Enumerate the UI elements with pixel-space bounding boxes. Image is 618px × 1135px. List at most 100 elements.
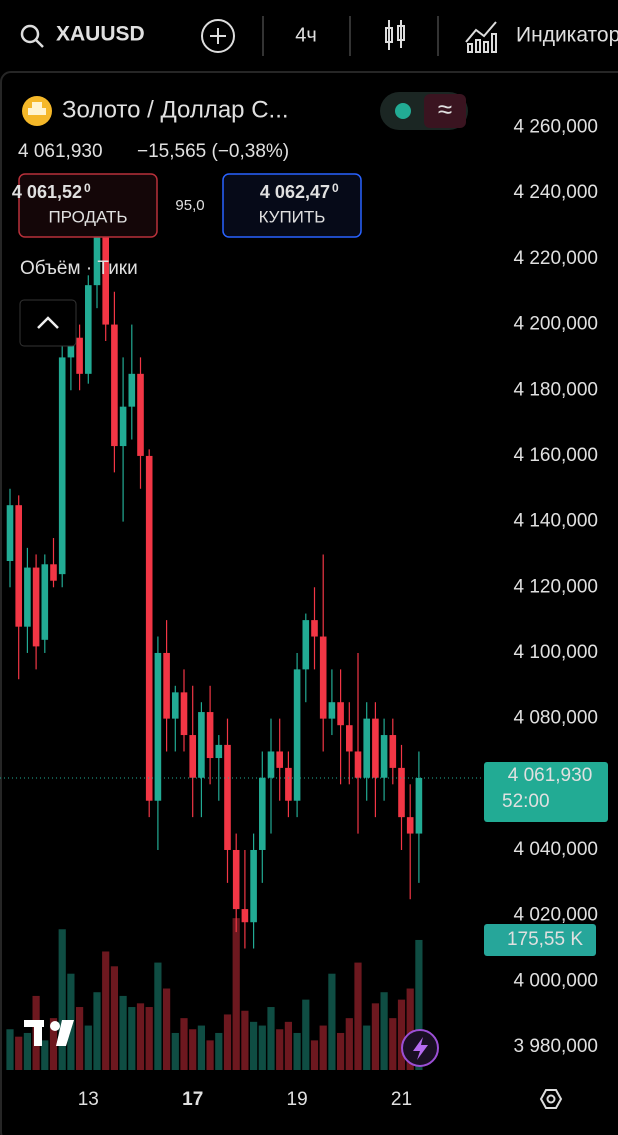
volume-legend: Объём · Тики: [20, 258, 138, 279]
candle-body: [206, 712, 214, 759]
svg-text:≈: ≈: [438, 94, 452, 124]
volume-bar: [189, 1029, 197, 1070]
volume-bar: [284, 1021, 292, 1070]
y-tick-label: 4 260,000: [513, 117, 598, 138]
collapse-button[interactable]: [19, 299, 77, 347]
candle-body: [189, 735, 196, 778]
last-price: 4 061,930: [18, 141, 103, 162]
x-tick-label: 19: [287, 1089, 308, 1110]
volume-bar: [154, 962, 162, 1070]
add-symbol-button[interactable]: [201, 19, 235, 53]
candle-body: [15, 505, 22, 627]
candle-body: [154, 652, 162, 801]
candle-body: [293, 669, 301, 801]
volume-bar: [180, 1018, 188, 1070]
candle-body: [50, 564, 57, 581]
y-tick-label: 4 120,000: [513, 576, 598, 597]
candle-body: [380, 735, 388, 778]
sell-fraction[interactable]: 0: [84, 181, 91, 195]
gold-icon: [22, 96, 52, 126]
volume-bar: [267, 1007, 275, 1070]
candle-body: [267, 751, 275, 778]
volume-bar: [76, 1007, 84, 1070]
candle-body: [302, 620, 310, 670]
volume-bar: [232, 918, 240, 1070]
candle-body: [363, 718, 370, 778]
last-price-box: [484, 761, 608, 822]
sell-box[interactable]: [18, 173, 158, 238]
candle-body: [137, 373, 144, 456]
status-toggle[interactable]: ≈: [380, 92, 468, 130]
volume-bar: [197, 1025, 205, 1070]
candle-body: [6, 505, 14, 562]
volume-bar: [84, 1025, 92, 1070]
volume-bar: [171, 1032, 179, 1070]
candle-body: [250, 849, 257, 923]
candle-body: [180, 692, 188, 736]
candle-body: [111, 324, 118, 447]
sell-price[interactable]: 4 061,52: [12, 182, 82, 202]
volume-label: 175,55 K: [507, 929, 583, 950]
candle-body: [215, 744, 223, 759]
candle-body: [198, 712, 205, 778]
candle-body: [346, 725, 353, 752]
candle-body: [102, 206, 109, 325]
indicators-icon[interactable]: [465, 21, 497, 53]
interval[interactable]: 4ч: [295, 24, 317, 46]
y-tick-label: 4 140,000: [513, 511, 598, 532]
buy-label[interactable]: КУПИТЬ: [259, 207, 326, 226]
candle-body: [328, 702, 336, 719]
candle-body: [319, 636, 327, 719]
volume-bar: [145, 1007, 153, 1070]
y-tick-label: 4 180,000: [513, 379, 598, 400]
indicators-button[interactable]: Индикаторы: [516, 24, 618, 47]
volume-bar: [319, 1025, 327, 1070]
volume-bar: [136, 1003, 145, 1070]
volume-bar: [128, 1007, 136, 1070]
candle-body: [32, 567, 40, 647]
candle-body: [311, 620, 318, 637]
spread: 95,0: [175, 197, 204, 214]
y-tick-label: 4 040,000: [513, 839, 598, 860]
candle-body: [93, 209, 101, 286]
settings-button[interactable]: [539, 1089, 563, 1109]
chart-type-icon[interactable]: [385, 20, 405, 50]
sell-label[interactable]: ПРОДАТЬ: [48, 207, 127, 226]
candle-body: [259, 777, 266, 850]
y-tick-label: 3 980,000: [513, 1036, 598, 1057]
volume-bar: [406, 988, 414, 1070]
buy-price[interactable]: 4 062,47: [260, 182, 330, 202]
y-tick-label: 4 240,000: [513, 182, 598, 203]
y-tick-label: 4 200,000: [513, 314, 598, 335]
lightning-button[interactable]: [401, 1029, 439, 1067]
y-tick-label: 4 000,000: [513, 970, 598, 991]
buy-box[interactable]: [222, 173, 362, 238]
volume-bar: [23, 1032, 31, 1070]
candle-body: [224, 744, 231, 850]
buy-button[interactable]: 4 062,47 0 КУПИТЬ: [222, 173, 362, 238]
instrument-title[interactable]: Золото / Доллар С...: [62, 96, 289, 123]
volume-bar: [258, 1025, 266, 1070]
volume-bar: [15, 1036, 23, 1070]
volume-bar: [102, 951, 110, 1070]
candle-body: [337, 702, 344, 726]
volume-bar: [397, 999, 406, 1070]
candle-body: [128, 373, 136, 407]
volume-bar: [302, 999, 310, 1070]
volume-bar: [223, 1014, 232, 1070]
candle-body: [354, 751, 362, 778]
symbol[interactable]: XAUUSD: [56, 23, 145, 46]
volume-bar: [6, 1029, 14, 1070]
candle-body: [406, 817, 414, 834]
search-icon[interactable]: [20, 24, 44, 48]
sell-button[interactable]: 4 061,52 0 ПРОДАТЬ: [12, 173, 158, 238]
candle-body: [398, 767, 405, 818]
candle-body: [41, 564, 49, 640]
volume-bar: [41, 1040, 49, 1070]
y-tick-label: 4 100,000: [513, 642, 598, 663]
plot-area: [0, 127, 484, 1070]
buy-fraction[interactable]: 0: [332, 181, 339, 195]
volume-bar: [58, 929, 66, 1070]
candle-body: [119, 406, 127, 447]
